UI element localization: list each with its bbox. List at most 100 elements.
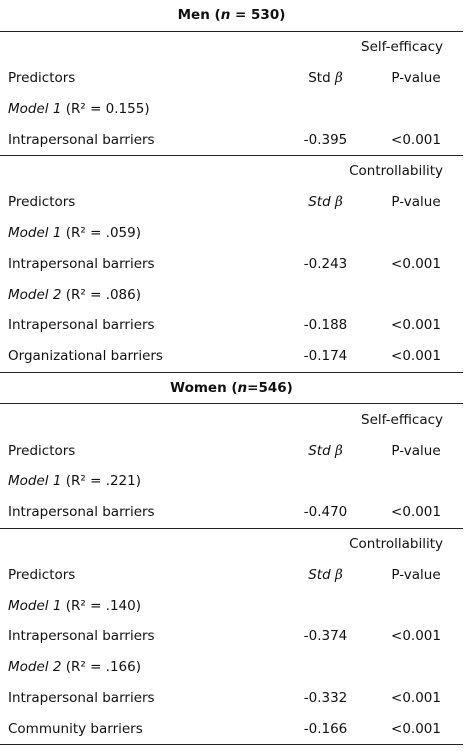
std-beta-cell: -0.174 [303,348,348,365]
predictors-header: Predictors [8,442,76,459]
p-value-cell: <0.001 [391,628,441,645]
model-label: Model 1 (R² = 0.155) [0,93,463,124]
p-value-cell: <0.001 [391,131,441,148]
model-name: Model 1 [8,100,62,117]
group-n-letter: n [237,379,248,396]
table-row: Intrapersonal barriers -0.374 <0.001 [0,621,463,652]
model-label: Model 2 (R² = .086) [0,279,463,310]
std-beta-cell: -0.395 [303,131,348,148]
group-header-row: Women (n=546) [0,372,464,404]
std-beta-cell: -0.188 [303,317,348,334]
table-row: Intrapersonal barriers -0.188 <0.001 [0,310,463,341]
outcome-label: Self-efficacy [361,39,444,56]
p-value-cell: <0.001 [391,348,441,365]
model-row: Model 1 (R² = .140) [0,590,463,621]
beta-symbol: β [334,69,343,86]
predictor-cell: Intrapersonal barriers [8,131,155,148]
outcome-label: Controllability [349,535,444,552]
std-label: Std [308,442,331,459]
beta-symbol: β [334,442,343,459]
model-row: Model 1 (R² = 0.155) [0,93,463,124]
outcome-row: Self-efficacy [0,404,463,435]
p-value-header: P-value [391,69,441,86]
predictor-cell: Intrapersonal barriers [8,504,155,521]
model-row: Model 2 (R² = .086) [0,279,463,310]
table-row: Community barriers -0.166 <0.001 [0,713,464,745]
column-header-row: Predictors Std β P-value [0,559,463,590]
outcome-spacer [0,528,282,559]
predictors-header: Predictors [8,194,76,211]
predictor-cell: Intrapersonal barriers [8,628,155,645]
std-beta-cell: -0.470 [303,504,348,521]
model-row: Model 1 (R² = .221) [0,466,463,497]
model-r-squared: (R² = 0.155) [65,100,150,117]
predictor-cell: Intrapersonal barriers [8,689,155,706]
predictor-cell: Intrapersonal barriers [8,255,155,272]
group-title-text: Women ( [170,379,238,396]
group-title: Women (n=546) [0,372,463,404]
model-label: Model 2 (R² = .166) [0,652,463,683]
p-value-header: P-value [391,566,441,583]
predictors-header: Predictors [8,69,76,86]
model-label: Model 1 (R² = .221) [0,466,463,497]
model-name: Model 1 [8,473,62,490]
outcome-row: Controllability [0,155,464,186]
std-beta-cell: -0.332 [303,689,348,706]
beta-symbol: β [334,194,343,211]
beta-symbol: β [334,566,343,583]
model-r-squared: (R² = .166) [65,659,141,676]
table-row: Intrapersonal barriers -0.243 <0.001 [0,248,463,279]
predictor-cell: Organizational barriers [8,348,163,365]
predictor-cell: Intrapersonal barriers [8,317,155,334]
predictors-header: Predictors [8,566,76,583]
model-name: Model 1 [8,224,62,241]
outcome-label: Controllability [349,163,444,180]
group-n-letter: n [220,7,231,24]
outcome-spacer [0,31,282,62]
p-value-cell: <0.001 [391,317,441,334]
std-beta-header: Std β [282,559,369,590]
std-label: Std [308,69,331,86]
std-beta-header: Std β [282,435,369,466]
p-value-cell: <0.001 [391,255,441,272]
model-label: Model 1 (R² = .140) [0,590,463,621]
std-beta-header: Std β [282,187,369,218]
p-value-header: P-value [391,194,441,211]
outcome-label: Self-efficacy [361,411,444,428]
group-header-row: Men (n = 530) [0,0,464,32]
column-header-row: Predictors Std β P-value [0,63,463,94]
std-beta-header: Std β [282,63,369,94]
std-label: Std [308,194,331,211]
model-row: Model 2 (R² = .166) [0,652,463,683]
column-header-row: Predictors Std β P-value [0,187,463,218]
table-row: Intrapersonal barriers -0.395 <0.001 [0,124,463,155]
p-value-cell: <0.001 [391,504,441,521]
p-value-cell: <0.001 [391,689,441,706]
group-title: Men (n = 530) [0,0,463,31]
model-name: Model 2 [8,286,62,303]
std-beta-cell: -0.166 [303,720,348,737]
model-name: Model 2 [8,659,62,676]
table-row: Intrapersonal barriers -0.470 <0.001 [0,497,463,528]
p-value-header: P-value [391,442,441,459]
table-row: Organizational barriers -0.174 <0.001 [0,341,463,372]
table-row: Intrapersonal barriers -0.332 <0.001 [0,683,463,714]
std-beta-cell: -0.243 [303,255,348,272]
model-name: Model 1 [8,597,62,614]
group-n-value: =546) [247,379,293,396]
outcome-row: Controllability [0,528,464,559]
group-n-value: = 530) [230,7,286,24]
std-beta-cell: -0.374 [303,628,348,645]
outcome-row: Self-efficacy [0,31,463,62]
std-label: Std [308,566,331,583]
predictor-cell: Community barriers [8,720,143,737]
model-r-squared: (R² = .086) [65,286,141,303]
model-label: Model 1 (R² = .059) [0,218,463,249]
model-r-squared: (R² = .059) [65,224,141,241]
column-header-row: Predictors Std β P-value [0,435,463,466]
group-title-text: Men ( [177,7,221,24]
model-r-squared: (R² = .221) [65,473,141,490]
model-row: Model 1 (R² = .059) [0,218,463,249]
